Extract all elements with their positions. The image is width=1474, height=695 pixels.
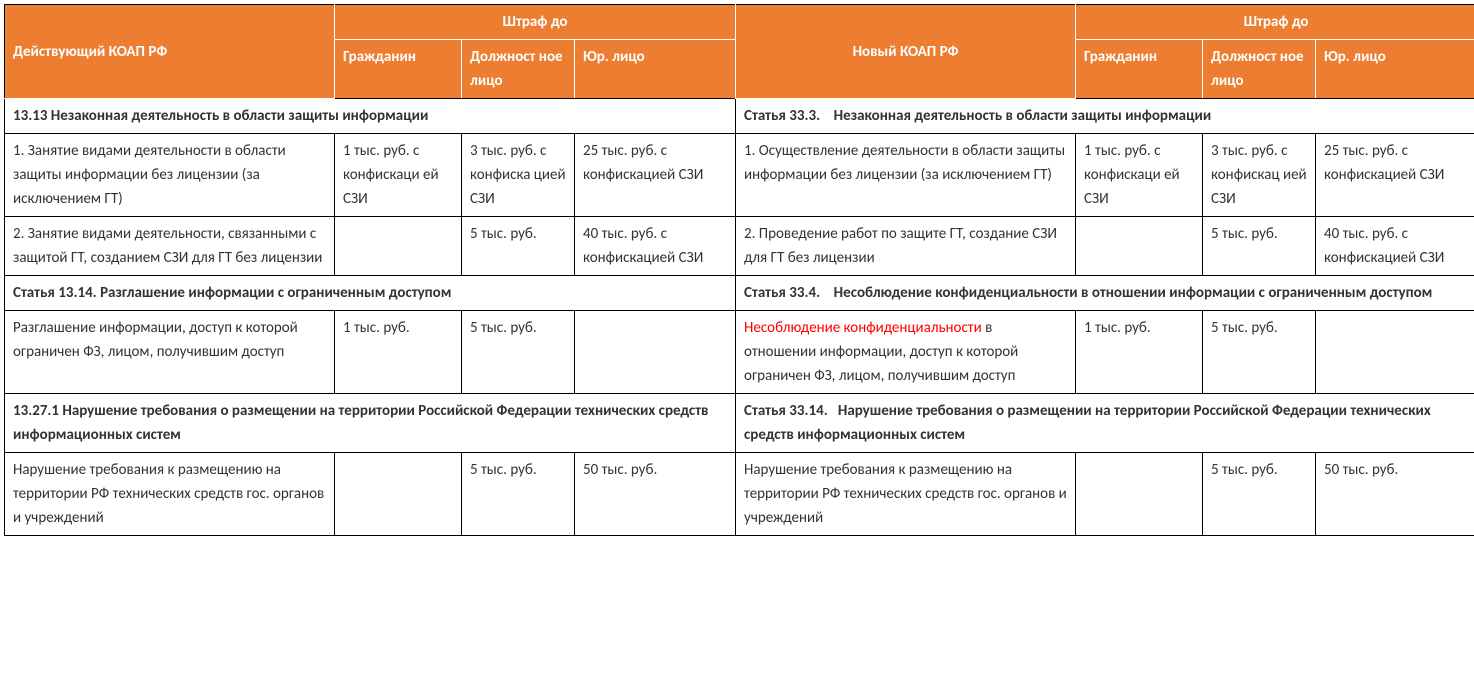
fine-citizen-right: 1 тыс. руб. с конфискаци ей СЗИ [1076, 134, 1203, 217]
desc-cell-right: 1. Осуществление деятельности в области … [736, 134, 1076, 217]
section-heading-row: Статья 13.14. Разглашение информации с о… [5, 276, 1474, 311]
header-official-left: Должност ное лицо [462, 40, 575, 99]
fine-legal-left: 50 тыс. руб. [575, 453, 736, 536]
header-legal-left: Юр. лицо [575, 40, 736, 99]
desc-cell-right: Несоблюдение конфиденциальности в отноше… [736, 311, 1076, 394]
table-header: Действующий КОАП РФ Штраф до Новый КОАП … [5, 5, 1474, 99]
header-fine-group-left: Штраф до [335, 5, 736, 40]
fine-legal-left [575, 311, 736, 394]
desc-cell-right: Нарушение требования к размещению на тер… [736, 453, 1076, 536]
fine-citizen-left [335, 453, 462, 536]
header-citizen-left: Гражданин [335, 40, 462, 99]
fine-citizen-left [335, 217, 462, 276]
table-row: Нарушение требования к размещению на тер… [5, 453, 1474, 536]
fine-legal-right: 50 тыс. руб. [1316, 453, 1474, 536]
fine-official-left: 5 тыс. руб. [462, 311, 575, 394]
highlight-text: Несоблюдение конфиденциальности [744, 319, 982, 337]
fine-citizen-left: 1 тыс. руб. с конфискаци ей СЗИ [335, 134, 462, 217]
section-heading-row: 13.13 Незаконная деятельность в области … [5, 99, 1474, 134]
header-official-right: Должност ное лицо [1203, 40, 1316, 99]
fine-citizen-right: 1 тыс. руб. [1076, 311, 1203, 394]
desc-cell-left: 2. Занятие видами деятельности, связанны… [5, 217, 335, 276]
desc-cell-right: 2. Проведение работ по защите ГТ, создан… [736, 217, 1076, 276]
fine-official-left: 3 тыс. руб. с конфиска цией СЗИ [462, 134, 575, 217]
fine-legal-right: 40 тыс. руб. с конфискацией СЗИ [1316, 217, 1474, 276]
fine-legal-right [1316, 311, 1474, 394]
fine-legal-left: 40 тыс. руб. с конфискацией СЗИ [575, 217, 736, 276]
header-fine-group-right: Штраф до [1076, 5, 1474, 40]
comparison-table: Действующий КОАП РФ Штраф до Новый КОАП … [4, 4, 1474, 536]
table-row: Разглашение информации, доступ к которой… [5, 311, 1474, 394]
fine-citizen-right [1076, 453, 1203, 536]
desc-cell-left: 1. Занятие видами деятельности в области… [5, 134, 335, 217]
fine-official-right: 5 тыс. руб. [1203, 311, 1316, 394]
section-heading-row: 13.27.1 Нарушение требования о размещени… [5, 394, 1474, 453]
section-heading-left: Статья 13.14. Разглашение информации с о… [5, 276, 736, 311]
header-left-title: Действующий КОАП РФ [5, 5, 335, 99]
fine-official-right: 5 тыс. руб. [1203, 217, 1316, 276]
table-row: 2. Занятие видами деятельности, связанны… [5, 217, 1474, 276]
fine-citizen-left: 1 тыс. руб. [335, 311, 462, 394]
fine-citizen-right [1076, 217, 1203, 276]
section-heading-right: Статья 33.14. Нарушение требования о раз… [736, 394, 1474, 453]
fine-official-right: 3 тыс. руб. с конфискац ией СЗИ [1203, 134, 1316, 217]
fine-official-left: 5 тыс. руб. [462, 217, 575, 276]
section-heading-right: Статья 33.3. Незаконная деятельность в о… [736, 99, 1474, 134]
fine-official-left: 5 тыс. руб. [462, 453, 575, 536]
table-body: 13.13 Незаконная деятельность в области … [5, 99, 1474, 536]
section-heading-left: 13.27.1 Нарушение требования о размещени… [5, 394, 736, 453]
desc-cell-left: Нарушение требования к размещению на тер… [5, 453, 335, 536]
section-heading-right: Статья 33.4. Несоблюдение конфиденциальн… [736, 276, 1474, 311]
header-citizen-right: Гражданин [1076, 40, 1203, 99]
fine-legal-left: 25 тыс. руб. с конфискацией СЗИ [575, 134, 736, 217]
desc-cell-left: Разглашение информации, доступ к которой… [5, 311, 335, 394]
fine-legal-right: 25 тыс. руб. с конфискацией СЗИ [1316, 134, 1474, 217]
header-right-title: Новый КОАП РФ [736, 5, 1076, 99]
table-row: 1. Занятие видами деятельности в области… [5, 134, 1474, 217]
section-heading-left: 13.13 Незаконная деятельность в области … [5, 99, 736, 134]
fine-official-right: 5 тыс. руб. [1203, 453, 1316, 536]
header-legal-right: Юр. лицо [1316, 40, 1474, 99]
